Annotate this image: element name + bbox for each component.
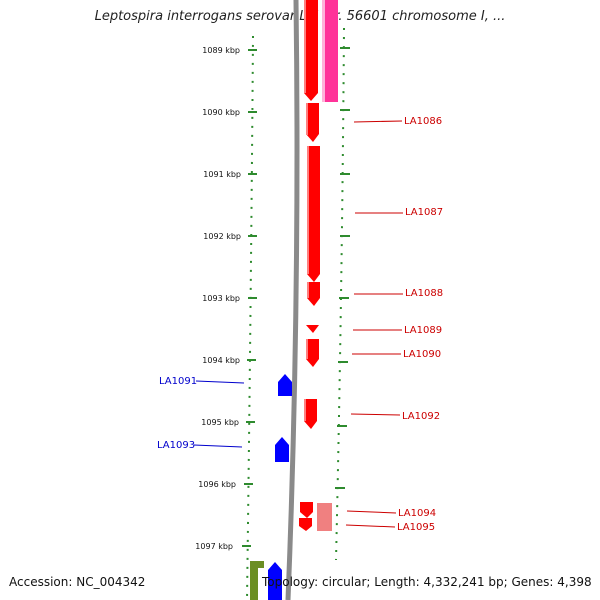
gene-label-la1095[interactable]: LA1095	[397, 522, 435, 533]
olive-feature-notch	[258, 568, 264, 600]
gene-labels: LA1086 LA1087 LA1088 LA1089 LA1090 LA109…	[157, 116, 443, 533]
gene-la1091-arrow[interactable]	[278, 374, 292, 396]
gene-label-la1087[interactable]: LA1087	[405, 207, 443, 218]
pink-feature-shade	[322, 0, 325, 102]
gene-label-la1089[interactable]: LA1089	[404, 325, 442, 336]
forward-gene-shading	[304, 0, 309, 421]
gene-label-la1088[interactable]: LA1088	[405, 288, 443, 299]
gene-la1085-arrow[interactable]	[304, 0, 318, 101]
gene-label-la1093[interactable]: LA1093	[157, 440, 195, 451]
kbp-label: 1097 kbp	[195, 542, 233, 551]
gene-la1089-arrow[interactable]	[306, 325, 319, 333]
gene-label-la1090[interactable]: LA1090	[403, 349, 441, 360]
kbp-label: 1094 kbp	[202, 356, 240, 365]
kbp-label: 1096 kbp	[198, 480, 236, 489]
kbp-label: 1091 kbp	[203, 170, 241, 179]
light-red-feature[interactable]	[317, 503, 332, 531]
kbp-labels: 1089 kbp 1090 kbp 1091 kbp 1092 kbp 1093…	[195, 46, 241, 551]
gene-la1093-arrow[interactable]	[275, 437, 289, 462]
map-title: Leptospira interrogans serovar Lai str. …	[94, 9, 506, 24]
kbp-label: 1092 kbp	[203, 232, 241, 241]
pink-feature[interactable]	[322, 0, 338, 102]
accession-text: Accession: NC_004342	[9, 575, 146, 589]
reverse-genes	[250, 374, 292, 600]
kbp-label: 1093 kbp	[202, 294, 240, 303]
gene-la1095-arrow[interactable]	[299, 518, 312, 531]
gene-label-la1094[interactable]: LA1094	[398, 508, 436, 519]
scale-ticks	[242, 47, 350, 547]
gene-la1090-arrow[interactable]	[306, 339, 319, 367]
gene-la1094-arrow[interactable]	[300, 502, 313, 518]
gene-label-la1092[interactable]: LA1092	[402, 411, 440, 422]
kbp-label: 1090 kbp	[202, 108, 240, 117]
chromosome-backbone	[285, 0, 300, 600]
kbp-label: 1095 kbp	[201, 418, 239, 427]
forward-genes	[299, 0, 332, 531]
gene-la1087-arrow[interactable]	[307, 146, 320, 282]
gene-la1088-arrow[interactable]	[307, 282, 320, 306]
topology-text: Topology: circular; Length: 4,332,241 bp…	[262, 575, 592, 589]
leader-lines	[193, 120, 403, 528]
gene-bottom-blue-arrow[interactable]	[268, 562, 282, 600]
kbp-label: 1089 kbp	[202, 46, 240, 55]
gene-la1086-arrow[interactable]	[306, 103, 319, 142]
gene-label-la1086[interactable]: LA1086	[404, 116, 442, 127]
gene-la1092-arrow[interactable]	[304, 399, 317, 429]
left-scale-rail	[246, 35, 254, 600]
gene-label-la1091[interactable]: LA1091	[159, 376, 197, 387]
right-scale-rail	[335, 27, 345, 561]
